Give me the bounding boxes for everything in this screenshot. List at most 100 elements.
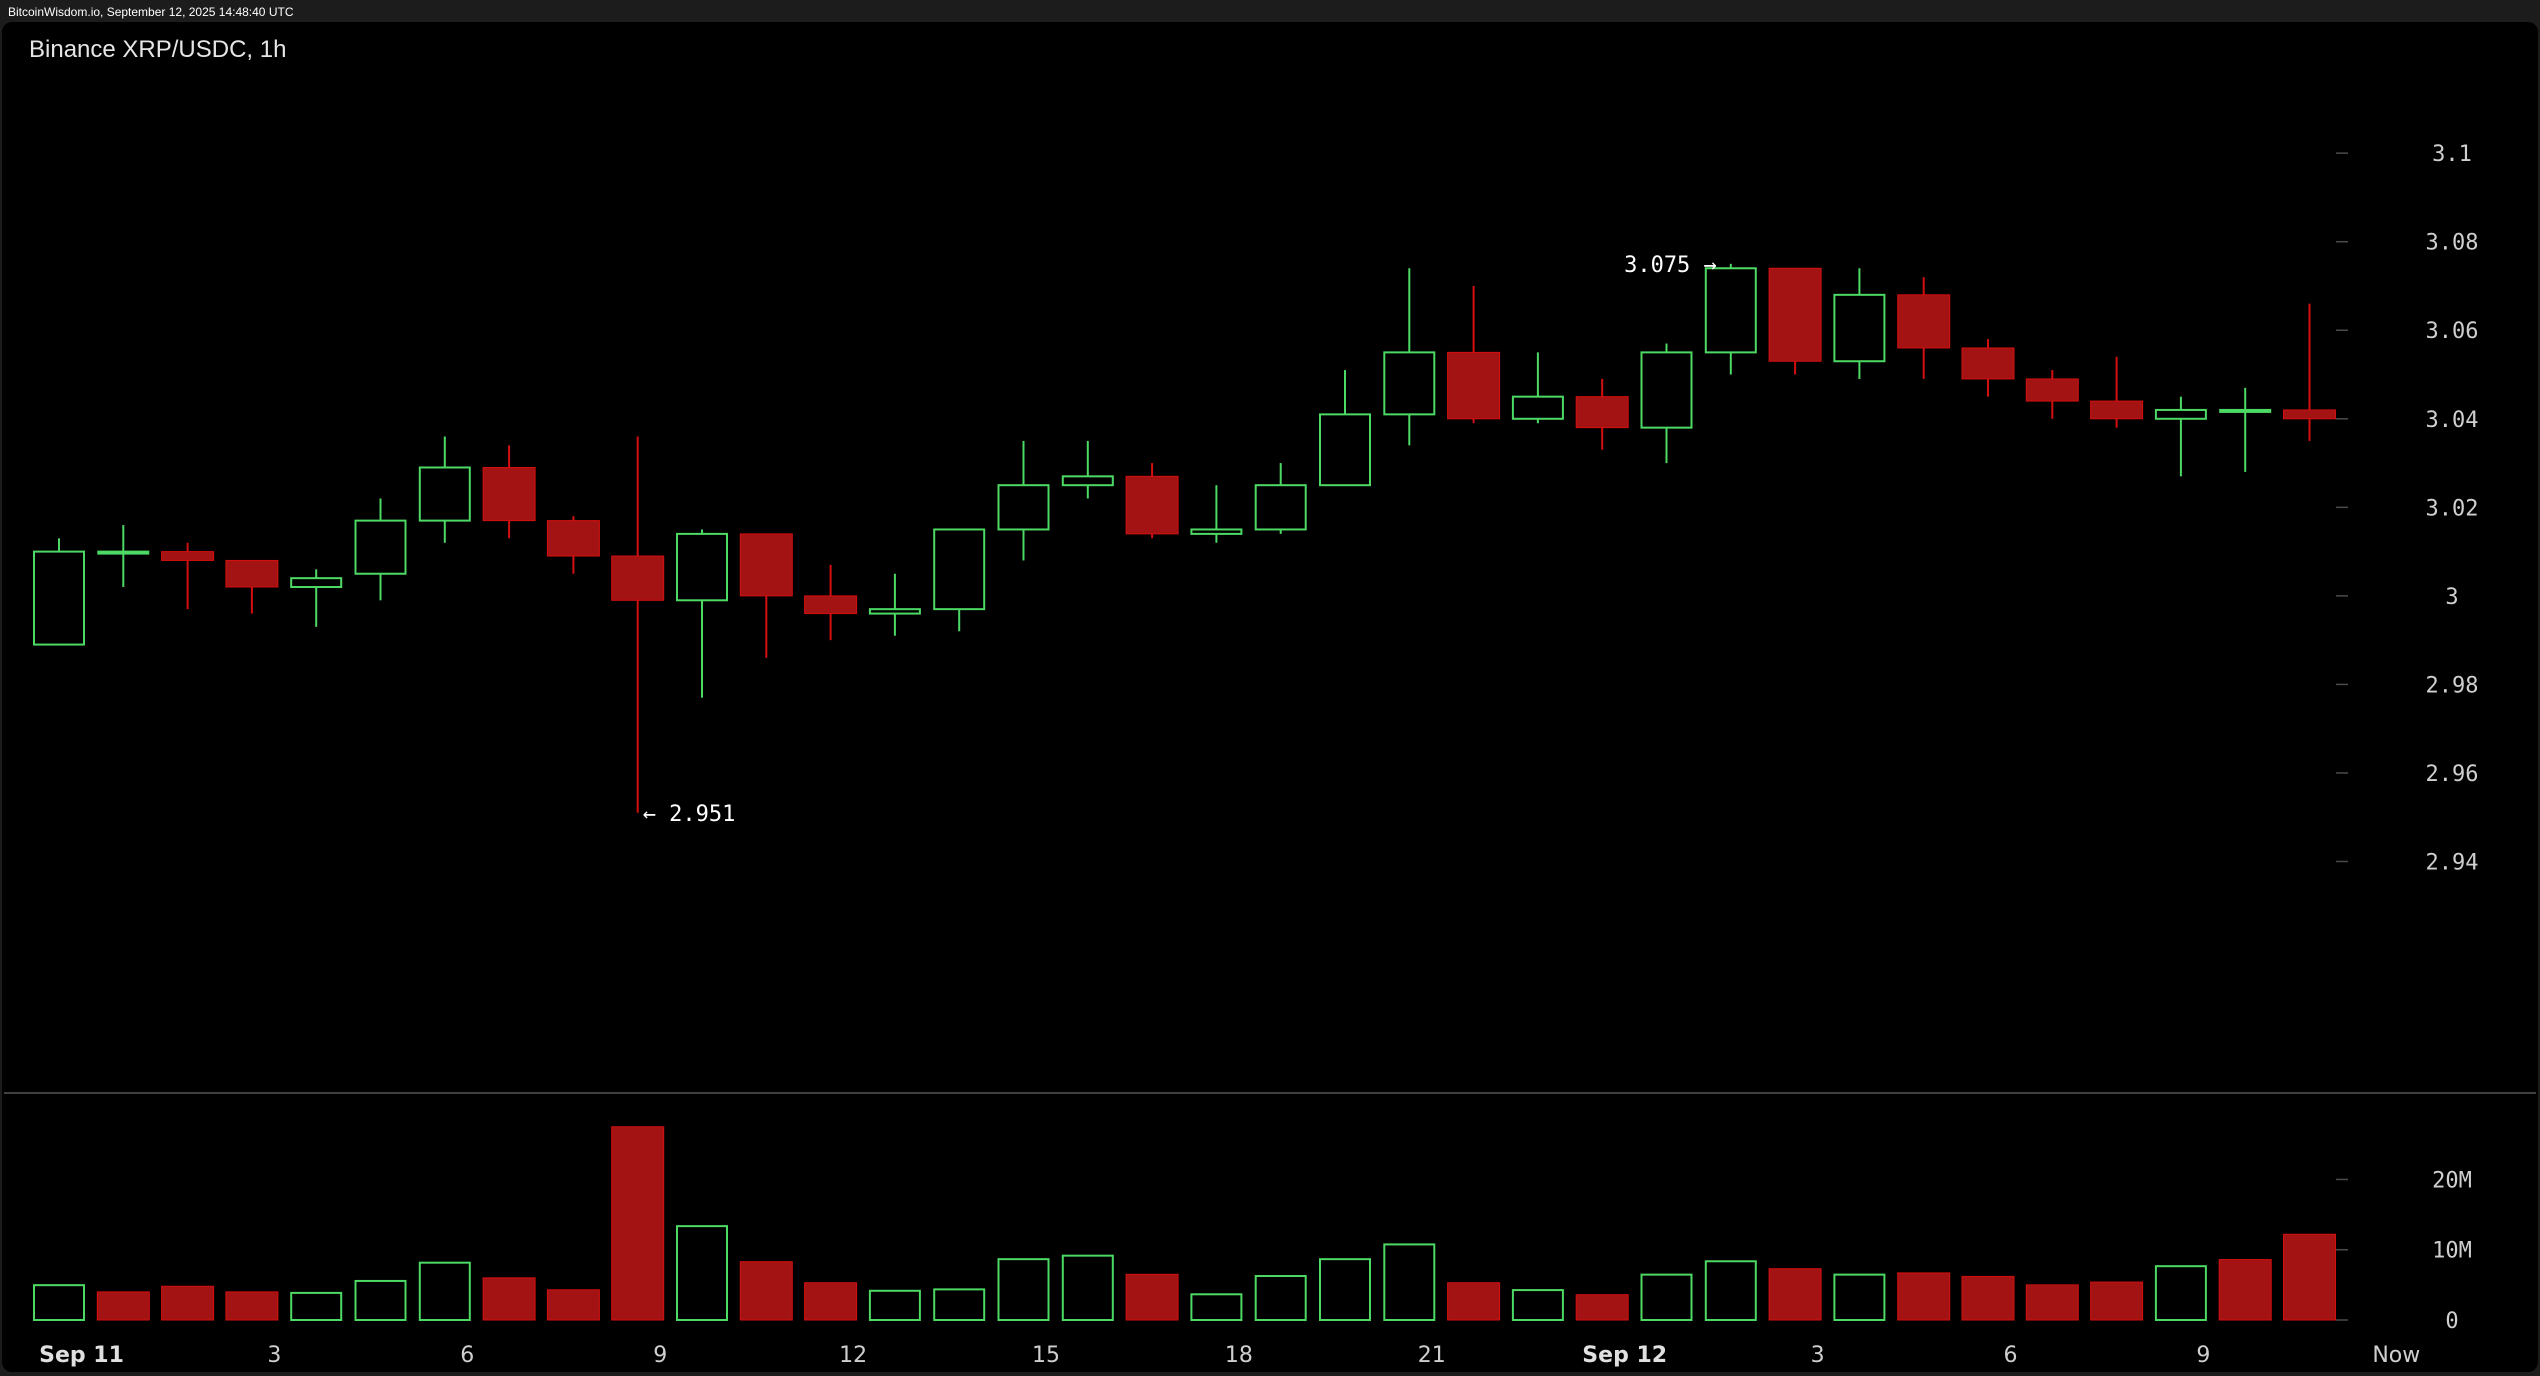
candle <box>290 569 343 627</box>
volume-bar <box>2283 1233 2336 1321</box>
candle-body <box>1125 475 1179 535</box>
volume-bar <box>546 1289 600 1321</box>
candle <box>1961 339 2015 397</box>
candle <box>482 445 536 539</box>
candle <box>97 525 150 588</box>
time-axis-label: 18 <box>1225 1343 1253 1368</box>
volume-bar <box>1319 1258 1371 1321</box>
candle-body <box>1447 351 1501 420</box>
candle-body <box>1254 484 1307 531</box>
volume-bar <box>1768 1268 1822 1321</box>
volume-bar <box>2090 1281 2144 1321</box>
candle <box>1383 268 1436 446</box>
volume-bars <box>33 1126 2336 1322</box>
candle <box>933 528 986 632</box>
price-annotation: 3.075 → <box>1624 253 1717 278</box>
candle-body <box>1575 396 1629 429</box>
volume-bar <box>868 1289 921 1322</box>
candle-body <box>1319 413 1371 487</box>
candle <box>804 564 858 641</box>
chart-canvas: 3.1 3.08 3.06 3.04 3.02 3 2.98 2.96 2.94 20M 10M 0… <box>4 142 2536 1368</box>
candle-body <box>2025 378 2079 402</box>
time-axis: Sep 11 3 6 9 12 15 18 21 Sep 12 3 6 9 Now <box>39 1343 2420 1368</box>
candle-body <box>676 532 728 602</box>
candle-body <box>1383 351 1436 416</box>
volume-tick-label: 10M <box>2432 1239 2472 1264</box>
price-tick-label: 3 <box>2445 585 2458 610</box>
volume-bar <box>1383 1243 1436 1321</box>
time-axis-label: 3 <box>1811 1343 1825 1368</box>
candle-body <box>1511 395 1564 420</box>
candle <box>1125 463 1179 539</box>
price-tick-label: 2.98 <box>2426 673 2479 698</box>
chart-panel: 3.1 3.08 3.06 3.04 3.02 3 2.98 2.96 2.94 20M 10M 0… <box>2 22 2538 1372</box>
volume-bar <box>1125 1273 1179 1321</box>
volume-bar <box>1061 1254 1114 1322</box>
volume-bar <box>933 1288 986 1322</box>
candle-body <box>33 550 85 646</box>
volume-bar <box>997 1258 1050 1321</box>
candle-body <box>482 466 536 522</box>
volume-bar <box>1640 1273 1693 1321</box>
volume-bar <box>2218 1259 2272 1321</box>
time-axis-label: 12 <box>839 1343 867 1368</box>
volume-bar <box>96 1291 150 1321</box>
candle-body <box>2283 409 2336 420</box>
volume-bar <box>2025 1284 2079 1321</box>
candle <box>161 542 215 610</box>
price-tick-label: 3.04 <box>2426 408 2479 433</box>
volume-bar <box>1447 1282 1501 1321</box>
candle <box>1704 263 1757 375</box>
volume-bar <box>354 1279 407 1321</box>
candle-body <box>1061 475 1114 487</box>
candle <box>2090 356 2144 428</box>
volume-bar <box>482 1277 536 1321</box>
candle <box>33 538 85 646</box>
candle <box>1575 378 1629 450</box>
candle-body <box>354 519 407 575</box>
annotations: ← 2.951 3.075 → <box>643 253 1717 827</box>
candle <box>1254 463 1307 534</box>
candle-body <box>97 550 150 555</box>
candle-body <box>997 484 1050 531</box>
candle <box>2219 387 2272 472</box>
time-axis-label: 15 <box>1032 1343 1060 1368</box>
price-tick-label: 3.1 <box>2432 142 2472 167</box>
candle <box>546 516 600 574</box>
candle-body <box>2219 408 2272 413</box>
candle-body <box>546 520 600 557</box>
price-tick-label: 2.96 <box>2426 762 2479 787</box>
candle-body <box>161 551 215 561</box>
volume-bar <box>611 1126 665 1321</box>
chart-title: Binance XRP/USDC, 1h <box>29 36 287 63</box>
candle <box>997 440 1050 561</box>
volume-bar <box>1704 1260 1757 1321</box>
candle <box>354 498 407 601</box>
candle-body <box>933 528 986 611</box>
candle <box>225 559 279 614</box>
volume-tick-label: 20M <box>2432 1168 2472 1193</box>
candle-body <box>1961 347 2015 380</box>
candle <box>418 436 471 543</box>
candle <box>2283 303 2336 441</box>
candle-body <box>1768 267 1822 362</box>
candle-body <box>1190 528 1243 535</box>
volume-bar <box>1190 1293 1243 1321</box>
volume-bar <box>739 1261 793 1321</box>
volume-bar <box>418 1261 471 1321</box>
volume-bar <box>225 1291 279 1321</box>
candle <box>1897 277 1951 379</box>
candle <box>1447 285 1501 424</box>
time-axis-label: 9 <box>653 1343 667 1368</box>
volume-bar <box>1575 1294 1629 1321</box>
time-axis-label: Sep 11 <box>39 1343 124 1368</box>
source-watermark: BitcoinWisdom.io, September 12, 2025 14:… <box>8 5 294 19</box>
volume-bar <box>1897 1272 1951 1321</box>
candle-body <box>418 466 471 522</box>
time-axis-label: 21 <box>1418 1343 1446 1368</box>
volume-bar <box>1961 1275 2015 1321</box>
candle <box>1833 268 1886 379</box>
candle <box>1190 485 1243 543</box>
candle-body <box>1897 294 1951 349</box>
candle <box>739 533 793 658</box>
